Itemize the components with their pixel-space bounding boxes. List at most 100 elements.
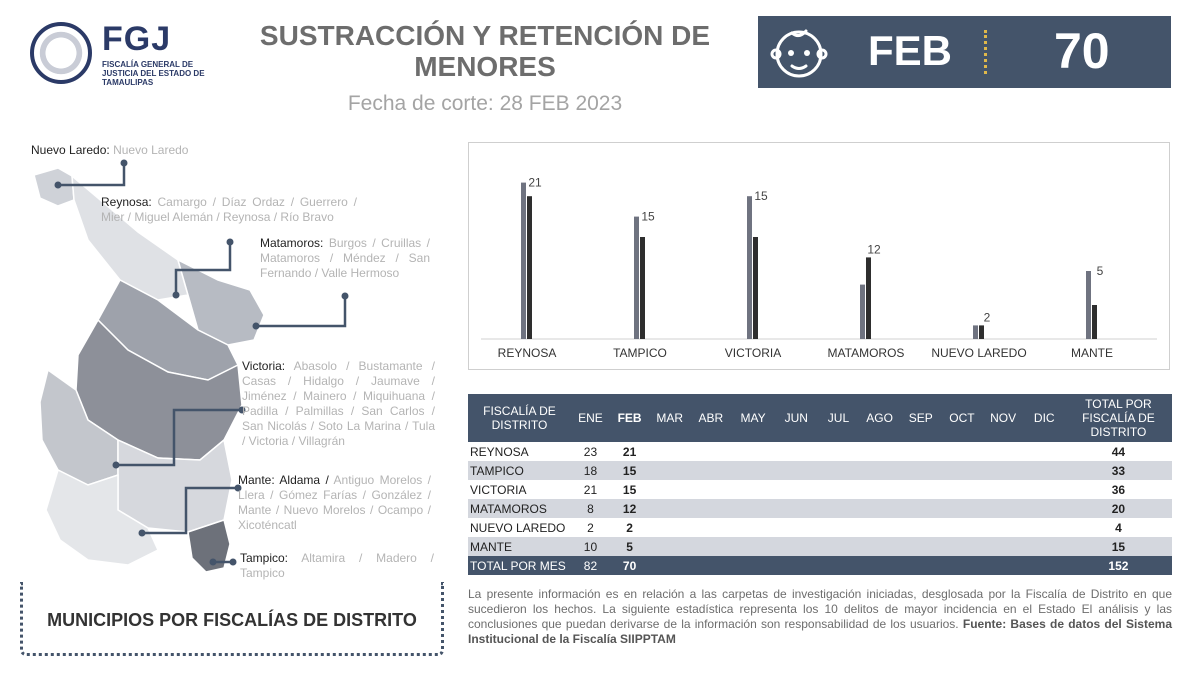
region-reynosa: Reynosa: Camargo / Díaz Ordaz / Guerrero… bbox=[101, 195, 357, 225]
bar-series-1-matamoros bbox=[860, 284, 865, 339]
cell-feb: 15 bbox=[622, 482, 637, 497]
cell-district: MATAMOROS bbox=[468, 499, 571, 518]
data-label: 12 bbox=[867, 242, 881, 256]
cell-district: TAMPICO bbox=[468, 461, 571, 480]
region-first-municipality: Aldama / bbox=[279, 473, 329, 487]
col-header: JUN bbox=[774, 394, 818, 442]
region-municipalities: Nuevo Laredo bbox=[113, 143, 189, 157]
table-row: MATAMOROS 8 12 20 bbox=[468, 499, 1172, 518]
region-municipalities: Antiguo Morelos / Llera / Gómez Farías /… bbox=[238, 473, 431, 532]
cutoff-date: Fecha de corte: 28 FEB 2023 bbox=[347, 92, 623, 115]
region-mante: Mante: Aldama / Antiguo Morelos / Llera … bbox=[238, 473, 431, 533]
table-row: NUEVO LAREDO 2 2 4 bbox=[468, 518, 1172, 537]
source-label: Fuente: bbox=[962, 617, 1007, 631]
logo-abbreviation: FGJ bbox=[102, 20, 172, 58]
map-region-tampico bbox=[187, 519, 231, 573]
region-nuevo-laredo: Nuevo Laredo: Nuevo Laredo bbox=[31, 143, 271, 158]
cell-feb: 15 bbox=[610, 461, 650, 480]
map-region-mante-south bbox=[45, 468, 159, 566]
map-caption: MUNICIPIOS POR FISCALÍAS DE DISTRITO bbox=[47, 610, 417, 630]
region-municipalities: Abasolo / Bustamante / Casas / Hidalgo /… bbox=[242, 359, 435, 448]
col-header: DIC bbox=[1023, 394, 1065, 442]
cell-ene: 2 bbox=[587, 520, 594, 535]
cell-district: NUEVO LAREDO bbox=[470, 520, 566, 535]
table-header-row: FISCALÍA DE DISTRITO ENE FEB MAR ABR MAY… bbox=[468, 394, 1172, 442]
cell-district: REYNOSA bbox=[470, 444, 529, 459]
kpi-value: 70 bbox=[1054, 23, 1110, 79]
cell-ene: 8 bbox=[570, 499, 611, 518]
cell-ene: 23 bbox=[583, 444, 598, 459]
logo-subtitle: FISCALÍA GENERAL DE JUSTICIA DEL ESTADO … bbox=[102, 60, 205, 87]
region-matamoros: Matamoros: Burgos / Cruillas / Matamoros… bbox=[260, 236, 430, 281]
cell-total-feb: 70 bbox=[610, 556, 650, 575]
data-label: 15 bbox=[754, 189, 768, 203]
cell-total-ene: 82 bbox=[570, 556, 611, 575]
data-label: 5 bbox=[1097, 264, 1104, 278]
cell-total: 44 bbox=[1111, 444, 1126, 459]
table-row: REYNOSA 23 21 44 bbox=[468, 442, 1172, 461]
cell-total: 33 bbox=[1064, 461, 1172, 480]
table-row: VICTORIA 21 15 36 bbox=[468, 480, 1172, 499]
state-seal-icon bbox=[30, 22, 92, 84]
bar-chart: 21 REYNOSA 15 TAMPICO 15 VICTORIA 12 MATAMOROS 2… bbox=[468, 142, 1170, 370]
cell-total: 4 bbox=[1115, 520, 1122, 535]
bar-series-2-tampico bbox=[640, 237, 645, 339]
col-header: MAR bbox=[649, 394, 691, 442]
chart-svg: 21 REYNOSA 15 TAMPICO 15 VICTORIA 12 MATAMOROS 2… bbox=[481, 176, 1157, 360]
x-tick-label: MANTE bbox=[1071, 346, 1113, 360]
col-header: OCT bbox=[941, 394, 983, 442]
x-tick-label: MATAMOROS bbox=[828, 346, 905, 360]
table-row: TAMPICO 18 15 33 bbox=[468, 461, 1172, 480]
region-name: Mante: bbox=[238, 473, 275, 487]
col-header: TOTAL POR FISCALÍA DE DISTRITO bbox=[1064, 394, 1172, 442]
region-name: Victoria: bbox=[242, 359, 286, 373]
cell-total: 15 bbox=[1064, 537, 1172, 556]
cell-ene: 10 bbox=[570, 537, 611, 556]
bar-series-1-reynosa bbox=[521, 182, 526, 339]
table-total-row: TOTAL POR MES 82 70 152 bbox=[468, 556, 1172, 575]
cell-feb: 2 bbox=[626, 520, 633, 535]
x-tick-label: REYNOSA bbox=[498, 346, 557, 360]
bar-series-1-mante bbox=[1086, 271, 1091, 339]
bar-series-2-mante bbox=[1092, 305, 1097, 339]
map-region-nuevo-laredo bbox=[33, 167, 75, 207]
col-header: SEP bbox=[900, 394, 942, 442]
kpi-banner: FEB 70 bbox=[758, 16, 1171, 88]
baby-face-icon bbox=[770, 29, 828, 78]
data-label: 15 bbox=[641, 210, 655, 224]
cell-feb: 12 bbox=[610, 499, 650, 518]
region-tampico: Tampico: Altamira / Madero / Tampico bbox=[240, 551, 434, 581]
region-name: Reynosa: bbox=[101, 195, 152, 209]
bar-series-1-victoria bbox=[747, 196, 752, 339]
fgj-logo: FGJ FISCALÍA GENERAL DE JUSTICIA DEL EST… bbox=[30, 20, 205, 92]
cell-feb: 21 bbox=[622, 444, 637, 459]
cell-district: MANTE bbox=[468, 537, 571, 556]
page-title: SUSTRACCIÓN Y RETENCIÓN DE MENORES bbox=[259, 20, 711, 82]
data-label: 2 bbox=[984, 310, 991, 324]
col-header: AGO bbox=[859, 394, 901, 442]
district-table: FISCALÍA DE DISTRITO ENE FEB MAR ABR MAY… bbox=[468, 394, 1172, 575]
col-header: JUL bbox=[817, 394, 860, 442]
x-tick-label: NUEVO LAREDO bbox=[931, 346, 1026, 360]
cell-total: 36 bbox=[1111, 482, 1126, 497]
region-name: Nuevo Laredo: bbox=[31, 143, 110, 157]
col-header: ABR bbox=[690, 394, 732, 442]
x-tick-label: VICTORIA bbox=[725, 346, 781, 360]
region-name: Matamoros: bbox=[260, 236, 324, 250]
col-header: FEB bbox=[610, 394, 650, 442]
bar-series-2-victoria bbox=[753, 237, 758, 339]
map-caption-box: MUNICIPIOS POR FISCALÍAS DE DISTRITO bbox=[20, 582, 444, 656]
map-region-reynosa bbox=[71, 174, 189, 301]
district-map: Nuevo Laredo: Nuevo Laredo Reynosa: Cama… bbox=[28, 140, 448, 585]
cell-feb: 5 bbox=[610, 537, 650, 556]
bar-series-1-nuevo-laredo bbox=[973, 325, 978, 339]
region-municipalities: Burgos / Cruillas / Matamoros / Méndez /… bbox=[260, 236, 430, 280]
cell-grand-total: 152 bbox=[1064, 556, 1172, 575]
table-row: MANTE 10 5 15 bbox=[468, 537, 1172, 556]
x-tick-label: TAMPICO bbox=[613, 346, 667, 360]
data-label: 21 bbox=[528, 176, 542, 190]
leader-dots bbox=[54, 159, 349, 566]
source-text: Bases de datos del Sistema Institucional… bbox=[468, 617, 1172, 646]
col-header: NOV bbox=[982, 394, 1024, 442]
footnote-text: La presente información es en relación a… bbox=[468, 587, 1172, 631]
